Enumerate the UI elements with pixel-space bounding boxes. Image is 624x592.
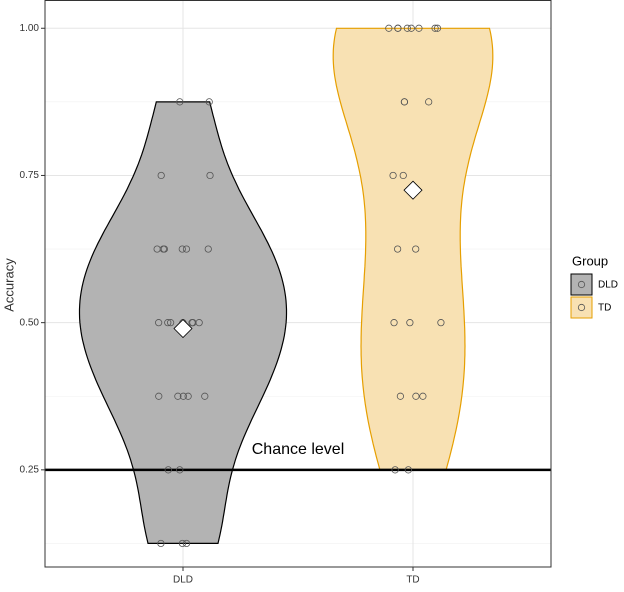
data-point [206, 171, 214, 180]
data-point [164, 319, 172, 327]
data-point [184, 392, 192, 400]
legend-label: TD [598, 303, 611, 314]
data-point [396, 392, 404, 400]
data-point [415, 24, 423, 32]
y-tick-label: 0.75 [20, 170, 40, 181]
data-point [390, 319, 398, 327]
data-point [167, 319, 175, 327]
data-point [385, 24, 393, 32]
data-point [189, 319, 197, 327]
data-point [182, 539, 191, 548]
data-point [412, 245, 420, 253]
data-point [394, 245, 402, 253]
reference-label: Chance level [252, 441, 345, 458]
data-point [404, 466, 412, 474]
y-tick-label: 0.25 [20, 464, 40, 475]
data-point [178, 539, 187, 548]
data-point [205, 98, 213, 106]
legend-point [577, 303, 586, 312]
data-point [204, 245, 212, 253]
data-point [157, 539, 165, 548]
data-point [425, 98, 433, 106]
x-tick-label: TD [406, 575, 419, 586]
data-point [176, 466, 184, 474]
data-point [412, 392, 420, 400]
data-point [174, 392, 182, 400]
data-point [176, 98, 184, 106]
data-point [179, 392, 187, 400]
legend-key [570, 296, 593, 319]
data-point [399, 171, 407, 180]
legend-title: Group [572, 253, 608, 268]
data-point [419, 392, 427, 400]
data-point [160, 245, 168, 253]
data-point [400, 98, 408, 106]
data-point [391, 466, 399, 474]
data-point [157, 171, 165, 180]
data-point [155, 319, 163, 327]
mean-marker [403, 180, 423, 200]
x-tick-label: DLD [173, 575, 193, 586]
panel-border [44, 0, 552, 568]
data-point [153, 245, 161, 253]
violin [332, 27, 494, 471]
data-point [155, 392, 163, 400]
legend-label: DLD [598, 280, 618, 291]
data-point [389, 171, 397, 180]
data-point [403, 24, 411, 32]
y-tick-label: 0.50 [20, 317, 40, 328]
data-point [178, 245, 186, 253]
data-point [406, 319, 414, 327]
y-axis-label: Accuracy [1, 258, 16, 312]
data-point [437, 319, 445, 327]
data-point [182, 245, 191, 253]
legend-key [570, 273, 593, 296]
legend-point [577, 280, 586, 289]
data-point [201, 392, 209, 400]
data-point [394, 24, 402, 32]
data-point [433, 24, 442, 32]
y-tick-label: 1.00 [20, 23, 40, 34]
data-point [431, 24, 439, 32]
data-point [164, 466, 172, 474]
mean-marker [173, 318, 193, 339]
data-point [407, 24, 415, 32]
